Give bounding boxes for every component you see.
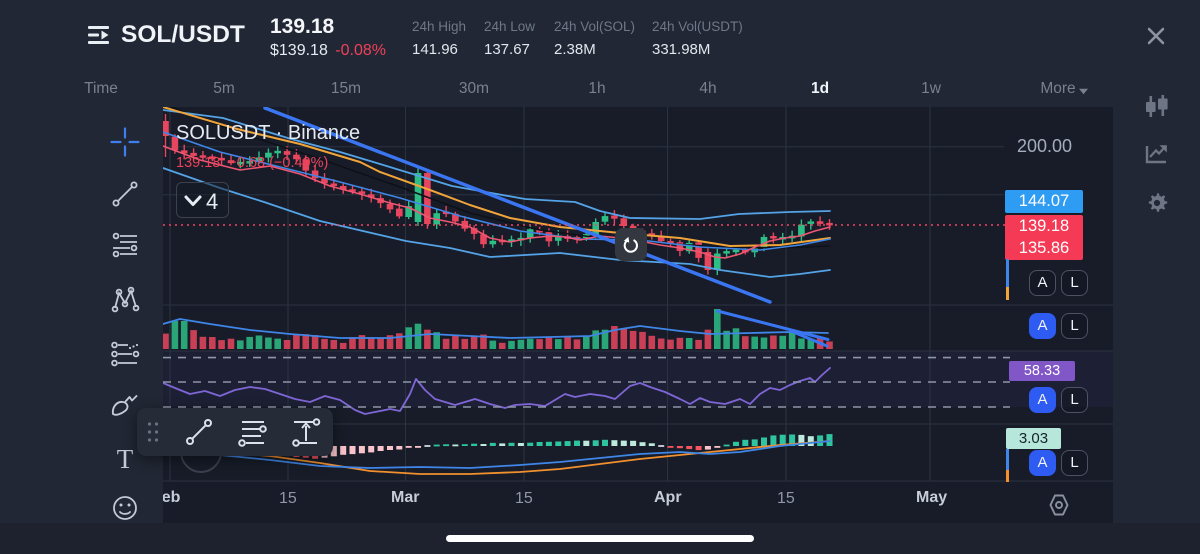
svg-text:T: T xyxy=(117,444,134,474)
